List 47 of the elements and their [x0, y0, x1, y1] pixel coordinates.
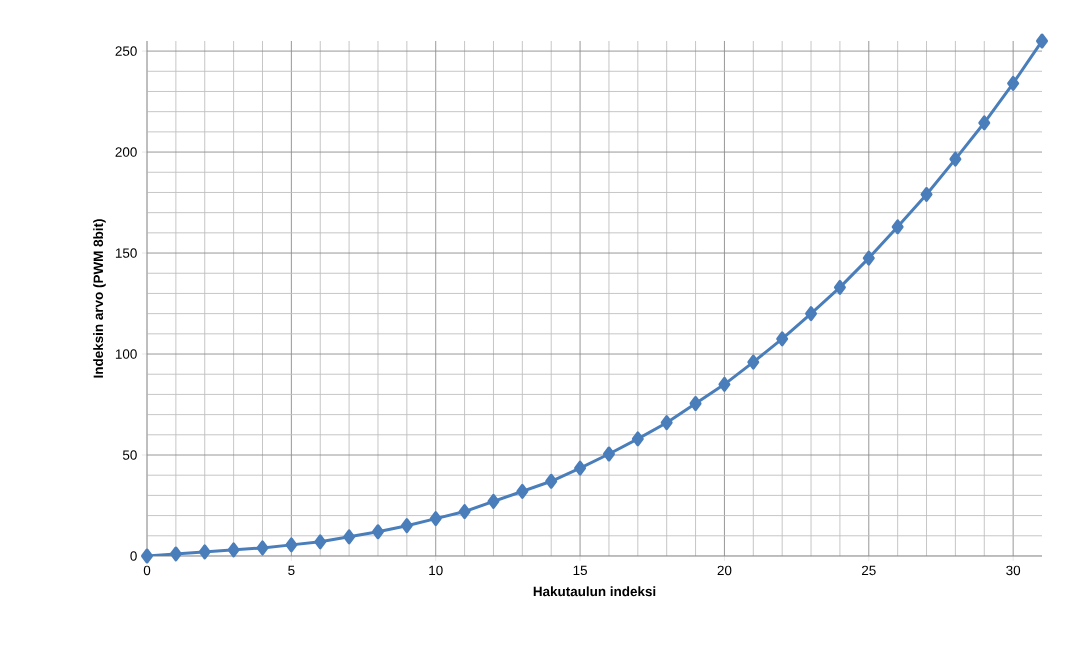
point: [602, 446, 615, 462]
point: [978, 115, 991, 131]
point: [660, 415, 673, 431]
point: [949, 151, 962, 167]
x-tick-label: 15: [573, 565, 587, 576]
x-tick-label: 20: [717, 565, 732, 576]
y-tick-label: 0: [130, 551, 137, 561]
point: [689, 396, 702, 411]
point: [169, 546, 182, 562]
y-tick-label: 200: [115, 147, 137, 157]
point: [833, 279, 846, 295]
point: [429, 511, 442, 527]
point: [314, 534, 327, 550]
point: [256, 540, 269, 556]
point: [776, 331, 789, 347]
x-tick-label: 30: [1006, 565, 1021, 576]
y-tick-label: 250: [115, 46, 137, 56]
point: [862, 250, 875, 266]
point: [574, 460, 587, 476]
y-tick-label: 50: [122, 450, 137, 460]
point: [891, 219, 904, 235]
point: [141, 548, 154, 564]
point: [371, 524, 384, 540]
x-tick-label: 25: [861, 565, 876, 576]
point: [631, 431, 644, 447]
y-axis-title: Indeksin arvo (PWM 8bit): [93, 219, 106, 378]
point: [545, 473, 558, 489]
point: [458, 504, 471, 520]
point: [487, 493, 500, 509]
x-tick-label: 10: [429, 565, 443, 576]
point: [1036, 33, 1049, 49]
point: [227, 542, 240, 558]
point: [343, 529, 356, 545]
y-tick-label: 150: [115, 248, 137, 258]
x-axis-title: Hakutaulun indeksi: [533, 586, 656, 597]
point: [198, 544, 211, 560]
point: [805, 306, 818, 322]
point: [1007, 75, 1020, 91]
y-tick-label: 100: [115, 349, 137, 359]
point: [285, 537, 298, 553]
point: [747, 354, 760, 370]
point: [400, 518, 413, 534]
x-tick-label: 5: [288, 565, 295, 576]
x-tick-label: 0: [143, 565, 151, 576]
point: [516, 483, 529, 499]
point: [718, 376, 731, 392]
point: [920, 186, 933, 202]
